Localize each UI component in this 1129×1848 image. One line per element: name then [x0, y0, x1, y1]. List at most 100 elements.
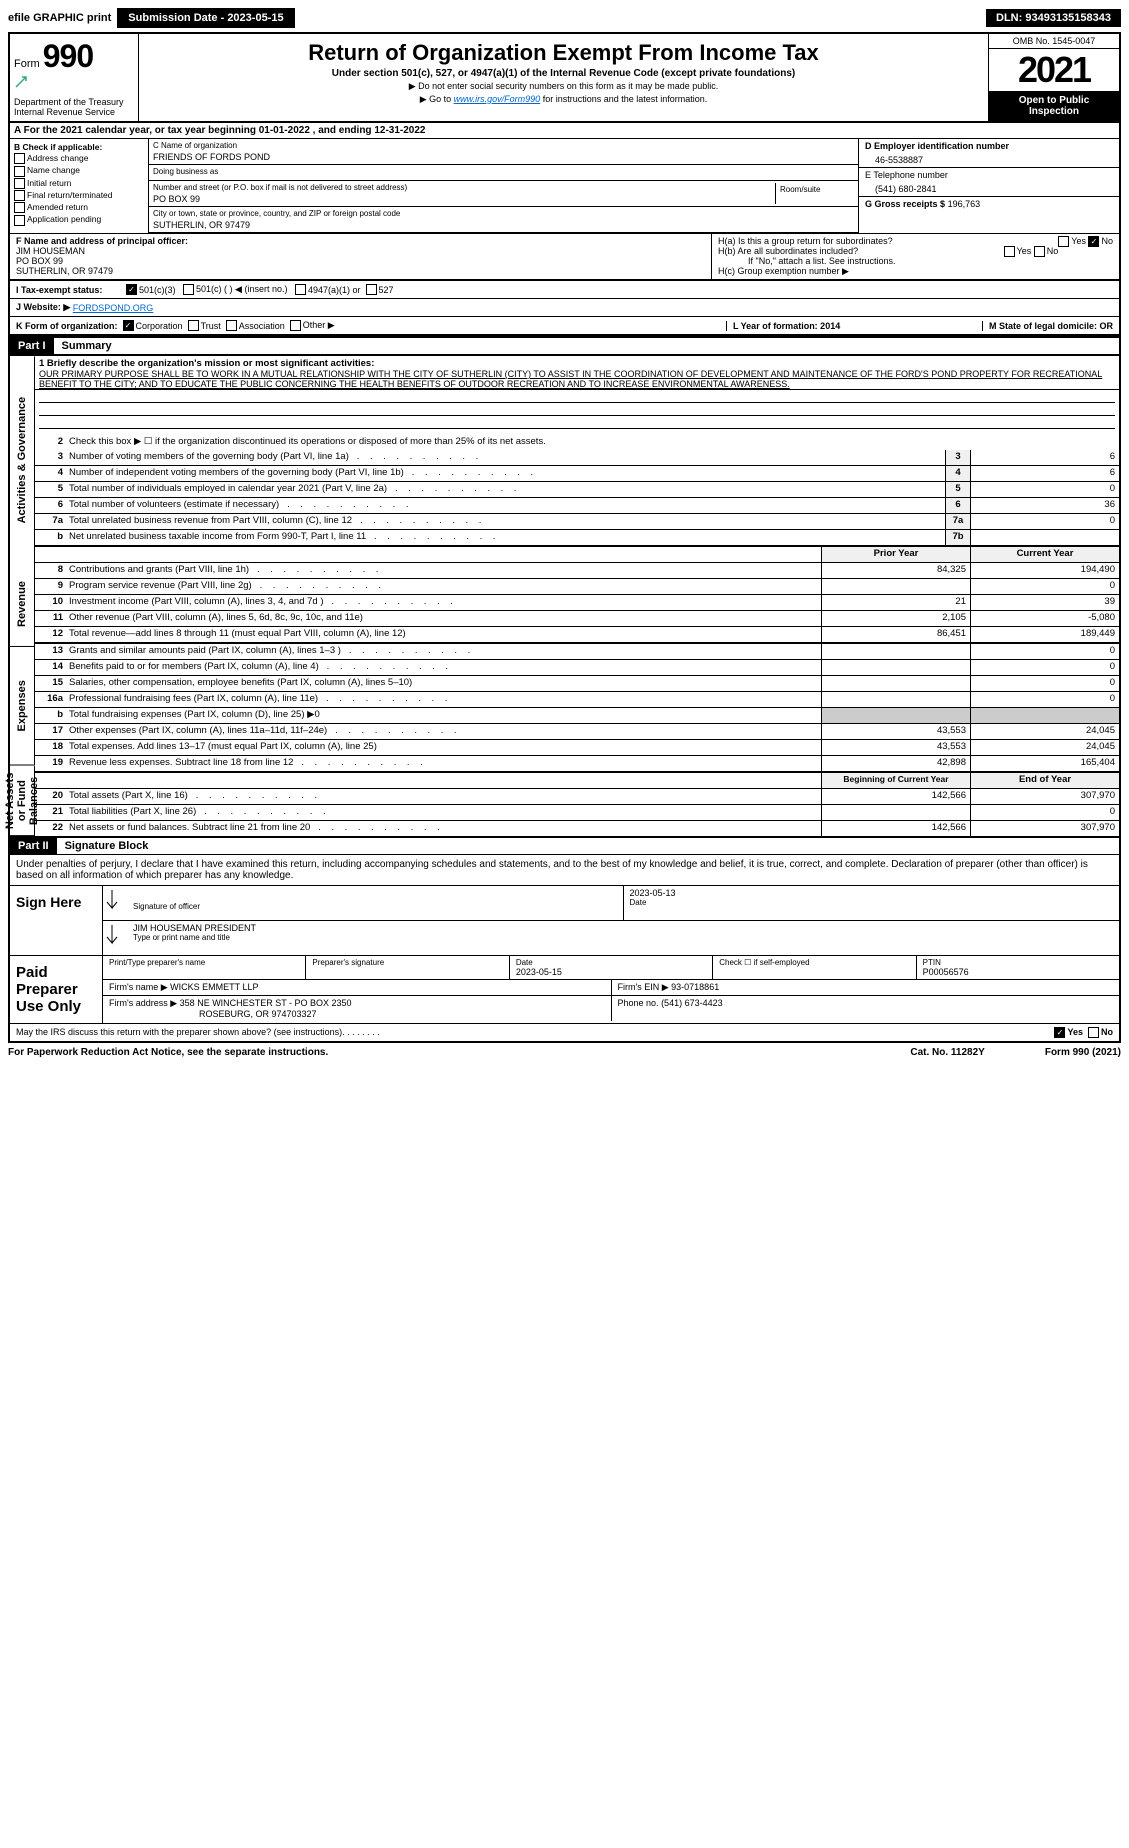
line-13: 13Grants and similar amounts paid (Part … — [35, 644, 1119, 660]
line-16b: bTotal fundraising expenses (Part IX, co… — [35, 708, 1119, 724]
blank-line-3 — [39, 416, 1115, 429]
dln-label: DLN: 93493135158343 — [986, 9, 1121, 27]
paperwork-notice: For Paperwork Reduction Act Notice, see … — [8, 1047, 328, 1058]
side-netassets: Net Assets or Fund Balances — [10, 766, 35, 836]
sign-here-label: Sign Here — [10, 886, 103, 955]
line-14: 14Benefits paid to or for members (Part … — [35, 660, 1119, 676]
room-label: Room/suite — [780, 185, 850, 194]
firm-city: ROSEBURG, OR 974703327 — [109, 1009, 605, 1019]
tel-value: (541) 680-2841 — [865, 184, 1113, 194]
form-title: Return of Organization Exempt From Incom… — [143, 40, 984, 66]
dba-label: Doing business as — [153, 167, 854, 176]
blank-line-1 — [39, 390, 1115, 403]
hb-line: H(b) Are all subordinates included? Yes … — [718, 246, 1113, 256]
chk-hb-yes[interactable] — [1004, 246, 1015, 257]
chk-other[interactable] — [290, 320, 301, 331]
officer-addr2: SUTHERLIN, OR 97479 — [16, 266, 705, 276]
chk-4947[interactable] — [295, 284, 306, 295]
line-7a: 7aTotal unrelated business revenue from … — [35, 514, 1119, 530]
part1-header: Part I Summary — [8, 336, 1121, 354]
submission-date-btn[interactable]: Submission Date - 2023-05-15 — [117, 8, 294, 28]
prep-sig-label: Preparer's signature — [312, 958, 502, 967]
chk-ha-yes[interactable] — [1058, 236, 1069, 247]
part1-label: Part I — [10, 338, 54, 354]
chk-address-change[interactable] — [14, 153, 25, 164]
form-footer: Form 990 (2021) — [1045, 1047, 1121, 1058]
chk-ha-no[interactable]: ✓ — [1088, 236, 1099, 247]
chk-name-change[interactable] — [14, 166, 25, 177]
website-link[interactable]: FORDSPOND.ORG — [73, 303, 154, 313]
col-b-checkboxes: B Check if applicable: Address change Na… — [10, 139, 149, 233]
line-21: 21Total liabilities (Part X, line 26)0 — [35, 805, 1119, 821]
ptin-label: PTIN — [923, 958, 1113, 967]
officer-name: JIM HOUSEMAN — [16, 246, 705, 256]
form990-link[interactable]: www.irs.gov/Form990 — [454, 94, 541, 104]
tel-label: E Telephone number — [865, 170, 1113, 180]
firm-name: WICKS EMMETT LLP — [170, 982, 258, 992]
chk-initial-return[interactable] — [14, 178, 25, 189]
part2-label: Part II — [10, 838, 57, 854]
sig-date-value: 2023-05-13 — [630, 888, 1114, 898]
chk-501c[interactable] — [183, 284, 194, 295]
goto-line: ▶ Go to www.irs.gov/Form990 for instruct… — [143, 94, 984, 105]
line-12: 12Total revenue—add lines 8 through 11 (… — [35, 627, 1119, 644]
prep-date: 2023-05-15 — [516, 967, 706, 977]
side-activities: Activities & Governance — [10, 356, 35, 563]
chk-527[interactable] — [366, 284, 377, 295]
line-7b: bNet unrelated business taxable income f… — [35, 530, 1119, 547]
sig-date-label: Date — [630, 898, 1114, 907]
chk-assoc[interactable] — [226, 320, 237, 331]
line-2: 2Check this box ▶ ☐ if the organization … — [35, 435, 1119, 450]
prep-date-label: Date — [516, 958, 706, 967]
hc-line: H(c) Group exemption number ▶ — [718, 266, 1113, 277]
state-domicile: M State of legal domicile: OR — [982, 321, 1113, 331]
gross-value: 196,763 — [948, 199, 981, 209]
open-public-badge: Open to Public Inspection — [989, 91, 1119, 121]
line-19: 19Revenue less expenses. Subtract line 1… — [35, 756, 1119, 773]
blank-line-2 — [39, 403, 1115, 416]
line-5: 5Total number of individuals employed in… — [35, 482, 1119, 498]
line-4: 4Number of independent voting members of… — [35, 466, 1119, 482]
chk-discuss-yes[interactable]: ✓ — [1054, 1027, 1065, 1038]
side-expenses: Expenses — [10, 647, 35, 766]
row-i-tax-status: I Tax-exempt status: ✓ 501(c)(3) 501(c) … — [8, 281, 1121, 299]
paid-preparer-label: Paid Preparer Use Only — [10, 956, 103, 1023]
gross-label: G Gross receipts $ — [865, 199, 945, 209]
form-header: Form 990 Department of the Treasury Inte… — [8, 32, 1121, 123]
chk-hb-no[interactable] — [1034, 246, 1045, 257]
ptin-value: P00056576 — [923, 967, 1113, 977]
chk-corp[interactable]: ✓ — [123, 320, 134, 331]
chk-amended[interactable] — [14, 202, 25, 213]
sig-officer-label: Signature of officer — [133, 902, 617, 911]
org-name: FRIENDS OF FORDS POND — [153, 152, 854, 162]
line-10: 10Investment income (Part VIII, column (… — [35, 595, 1119, 611]
summary-table: Activities & Governance Revenue Expenses… — [8, 354, 1121, 838]
part2-header: Part II Signature Block — [8, 838, 1121, 854]
efile-label: efile GRAPHIC print — [8, 12, 111, 24]
declaration-text: Under penalties of perjury, I declare th… — [10, 855, 1119, 885]
ha-line: H(a) Is this a group return for subordin… — [718, 236, 1113, 246]
part2-title: Signature Block — [65, 840, 149, 852]
top-bar: efile GRAPHIC print Submission Date - 20… — [8, 8, 1121, 28]
chk-final-return[interactable] — [14, 190, 25, 201]
mission-block: 1 Briefly describe the organization's mi… — [35, 356, 1119, 390]
signature-block: Under penalties of perjury, I declare th… — [8, 854, 1121, 1043]
chk-pending[interactable] — [14, 215, 25, 226]
chk-501c3[interactable]: ✓ — [126, 284, 137, 295]
chk-discuss-no[interactable] — [1088, 1027, 1099, 1038]
officer-addr1: PO BOX 99 — [16, 256, 705, 266]
mission-text: OUR PRIMARY PURPOSE SHALL BE TO WORK IN … — [39, 369, 1115, 389]
self-employed-check[interactable]: Check ☐ if self-employed — [713, 956, 916, 979]
form-number: Form 990 — [14, 38, 134, 75]
tax-year: 2021 — [989, 49, 1119, 91]
hb-note: If "No," attach a list. See instructions… — [718, 256, 1113, 266]
feather-icon — [14, 75, 28, 89]
dept-label: Department of the Treasury — [14, 89, 134, 107]
line-11: 11Other revenue (Part VIII, column (A), … — [35, 611, 1119, 627]
phone-label: Phone no. — [618, 998, 659, 1008]
chk-trust[interactable] — [188, 320, 199, 331]
line-18: 18Total expenses. Add lines 13–17 (must … — [35, 740, 1119, 756]
form-subtitle: Under section 501(c), 527, or 4947(a)(1)… — [143, 68, 984, 79]
firm-addr-label: Firm's address ▶ — [109, 998, 177, 1008]
line-20: 20Total assets (Part X, line 16)142,5663… — [35, 789, 1119, 805]
